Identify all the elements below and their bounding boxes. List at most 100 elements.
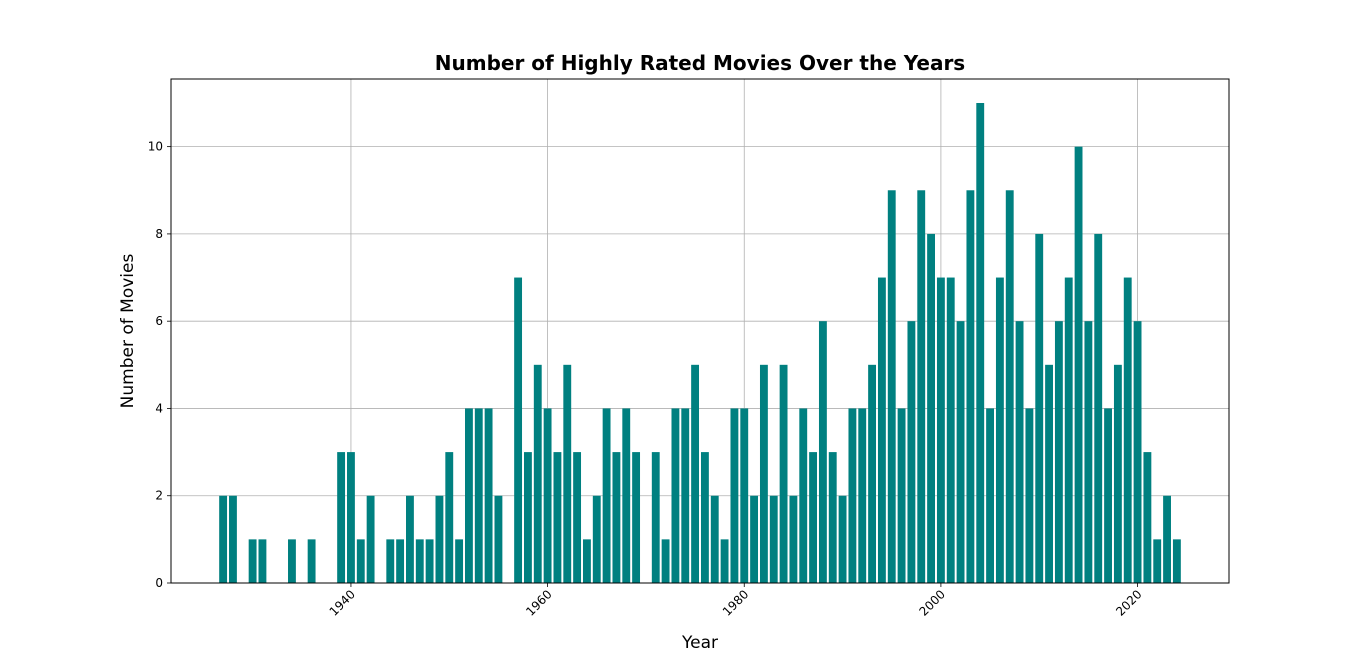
bar	[995, 277, 1004, 583]
y-axis-label: Number of Movies	[118, 254, 138, 409]
bar	[415, 539, 424, 583]
bar	[425, 539, 434, 583]
bar	[720, 539, 729, 583]
bar	[887, 190, 896, 584]
bar	[573, 452, 582, 583]
bar	[582, 539, 591, 583]
bar	[1005, 190, 1014, 584]
bar	[838, 495, 847, 583]
bar	[1123, 277, 1132, 583]
bar	[307, 539, 316, 583]
bar	[936, 277, 945, 583]
bar	[789, 495, 798, 583]
y-tick-label: 8	[155, 227, 163, 241]
bar	[848, 408, 857, 583]
bar	[1094, 233, 1103, 583]
bar	[956, 321, 965, 583]
bar	[1074, 146, 1083, 584]
bar	[750, 495, 759, 583]
bar	[1113, 364, 1122, 583]
bar	[229, 495, 237, 583]
chart-title: Number of Highly Rated Movies Over the Y…	[435, 51, 965, 75]
bar	[897, 408, 906, 583]
bar	[366, 495, 375, 583]
bar	[533, 364, 542, 583]
bar	[1054, 321, 1063, 583]
bar	[828, 452, 837, 583]
bar	[759, 364, 768, 583]
bar	[818, 321, 827, 583]
bar	[484, 408, 493, 583]
bar	[514, 277, 523, 583]
bar	[543, 408, 552, 583]
bar	[917, 190, 926, 584]
y-tick-label: 4	[155, 401, 163, 415]
bar	[563, 364, 572, 583]
bar	[248, 539, 257, 583]
x-axis-label: Year	[681, 633, 718, 653]
bar	[1104, 408, 1112, 583]
bar	[661, 539, 670, 583]
bar	[1172, 539, 1181, 583]
bar	[553, 452, 562, 583]
bar	[396, 539, 405, 583]
bar	[799, 408, 808, 583]
bar	[523, 452, 532, 583]
bar	[1143, 452, 1152, 583]
axes-frame	[170, 78, 1230, 584]
bar	[632, 452, 641, 583]
bar	[445, 452, 454, 583]
bar	[258, 539, 267, 583]
bar	[1025, 408, 1034, 583]
bar	[907, 321, 916, 583]
bar	[347, 452, 355, 583]
bar	[464, 408, 473, 583]
bar	[1084, 321, 1093, 583]
bar	[858, 408, 867, 583]
y-tick-label: 2	[155, 489, 163, 503]
bar	[710, 495, 719, 583]
bar	[700, 452, 709, 583]
y-tick-label: 0	[155, 576, 163, 590]
bar	[681, 408, 690, 583]
bar	[671, 408, 680, 583]
bar	[740, 408, 749, 583]
bar	[769, 495, 778, 583]
y-tick-label: 10	[148, 140, 163, 154]
bar	[1064, 277, 1073, 583]
bar	[877, 277, 886, 583]
bar	[966, 190, 975, 584]
bar	[219, 495, 228, 583]
bar	[435, 495, 444, 583]
bar	[612, 452, 621, 583]
bar	[386, 539, 395, 583]
bar	[455, 539, 464, 583]
bar	[868, 364, 877, 583]
bar	[622, 408, 631, 583]
bar	[406, 495, 414, 583]
bar	[927, 233, 936, 583]
y-tick-label: 6	[155, 314, 163, 328]
bar	[592, 495, 601, 583]
bar	[602, 408, 611, 583]
bar	[288, 539, 296, 583]
bar	[779, 364, 788, 583]
bar	[1133, 321, 1142, 583]
bar	[337, 452, 346, 583]
bar	[976, 103, 985, 583]
bar	[494, 495, 503, 583]
bar	[809, 452, 818, 583]
bar	[1163, 495, 1171, 583]
bar	[474, 408, 483, 583]
bar	[946, 277, 955, 583]
bar	[1153, 539, 1162, 583]
bar	[1035, 233, 1044, 583]
bar	[1015, 321, 1024, 583]
bar	[730, 408, 739, 583]
bar	[651, 452, 660, 583]
bar	[356, 539, 365, 583]
bar	[986, 408, 994, 583]
bar	[1045, 364, 1053, 583]
bar	[691, 364, 700, 583]
